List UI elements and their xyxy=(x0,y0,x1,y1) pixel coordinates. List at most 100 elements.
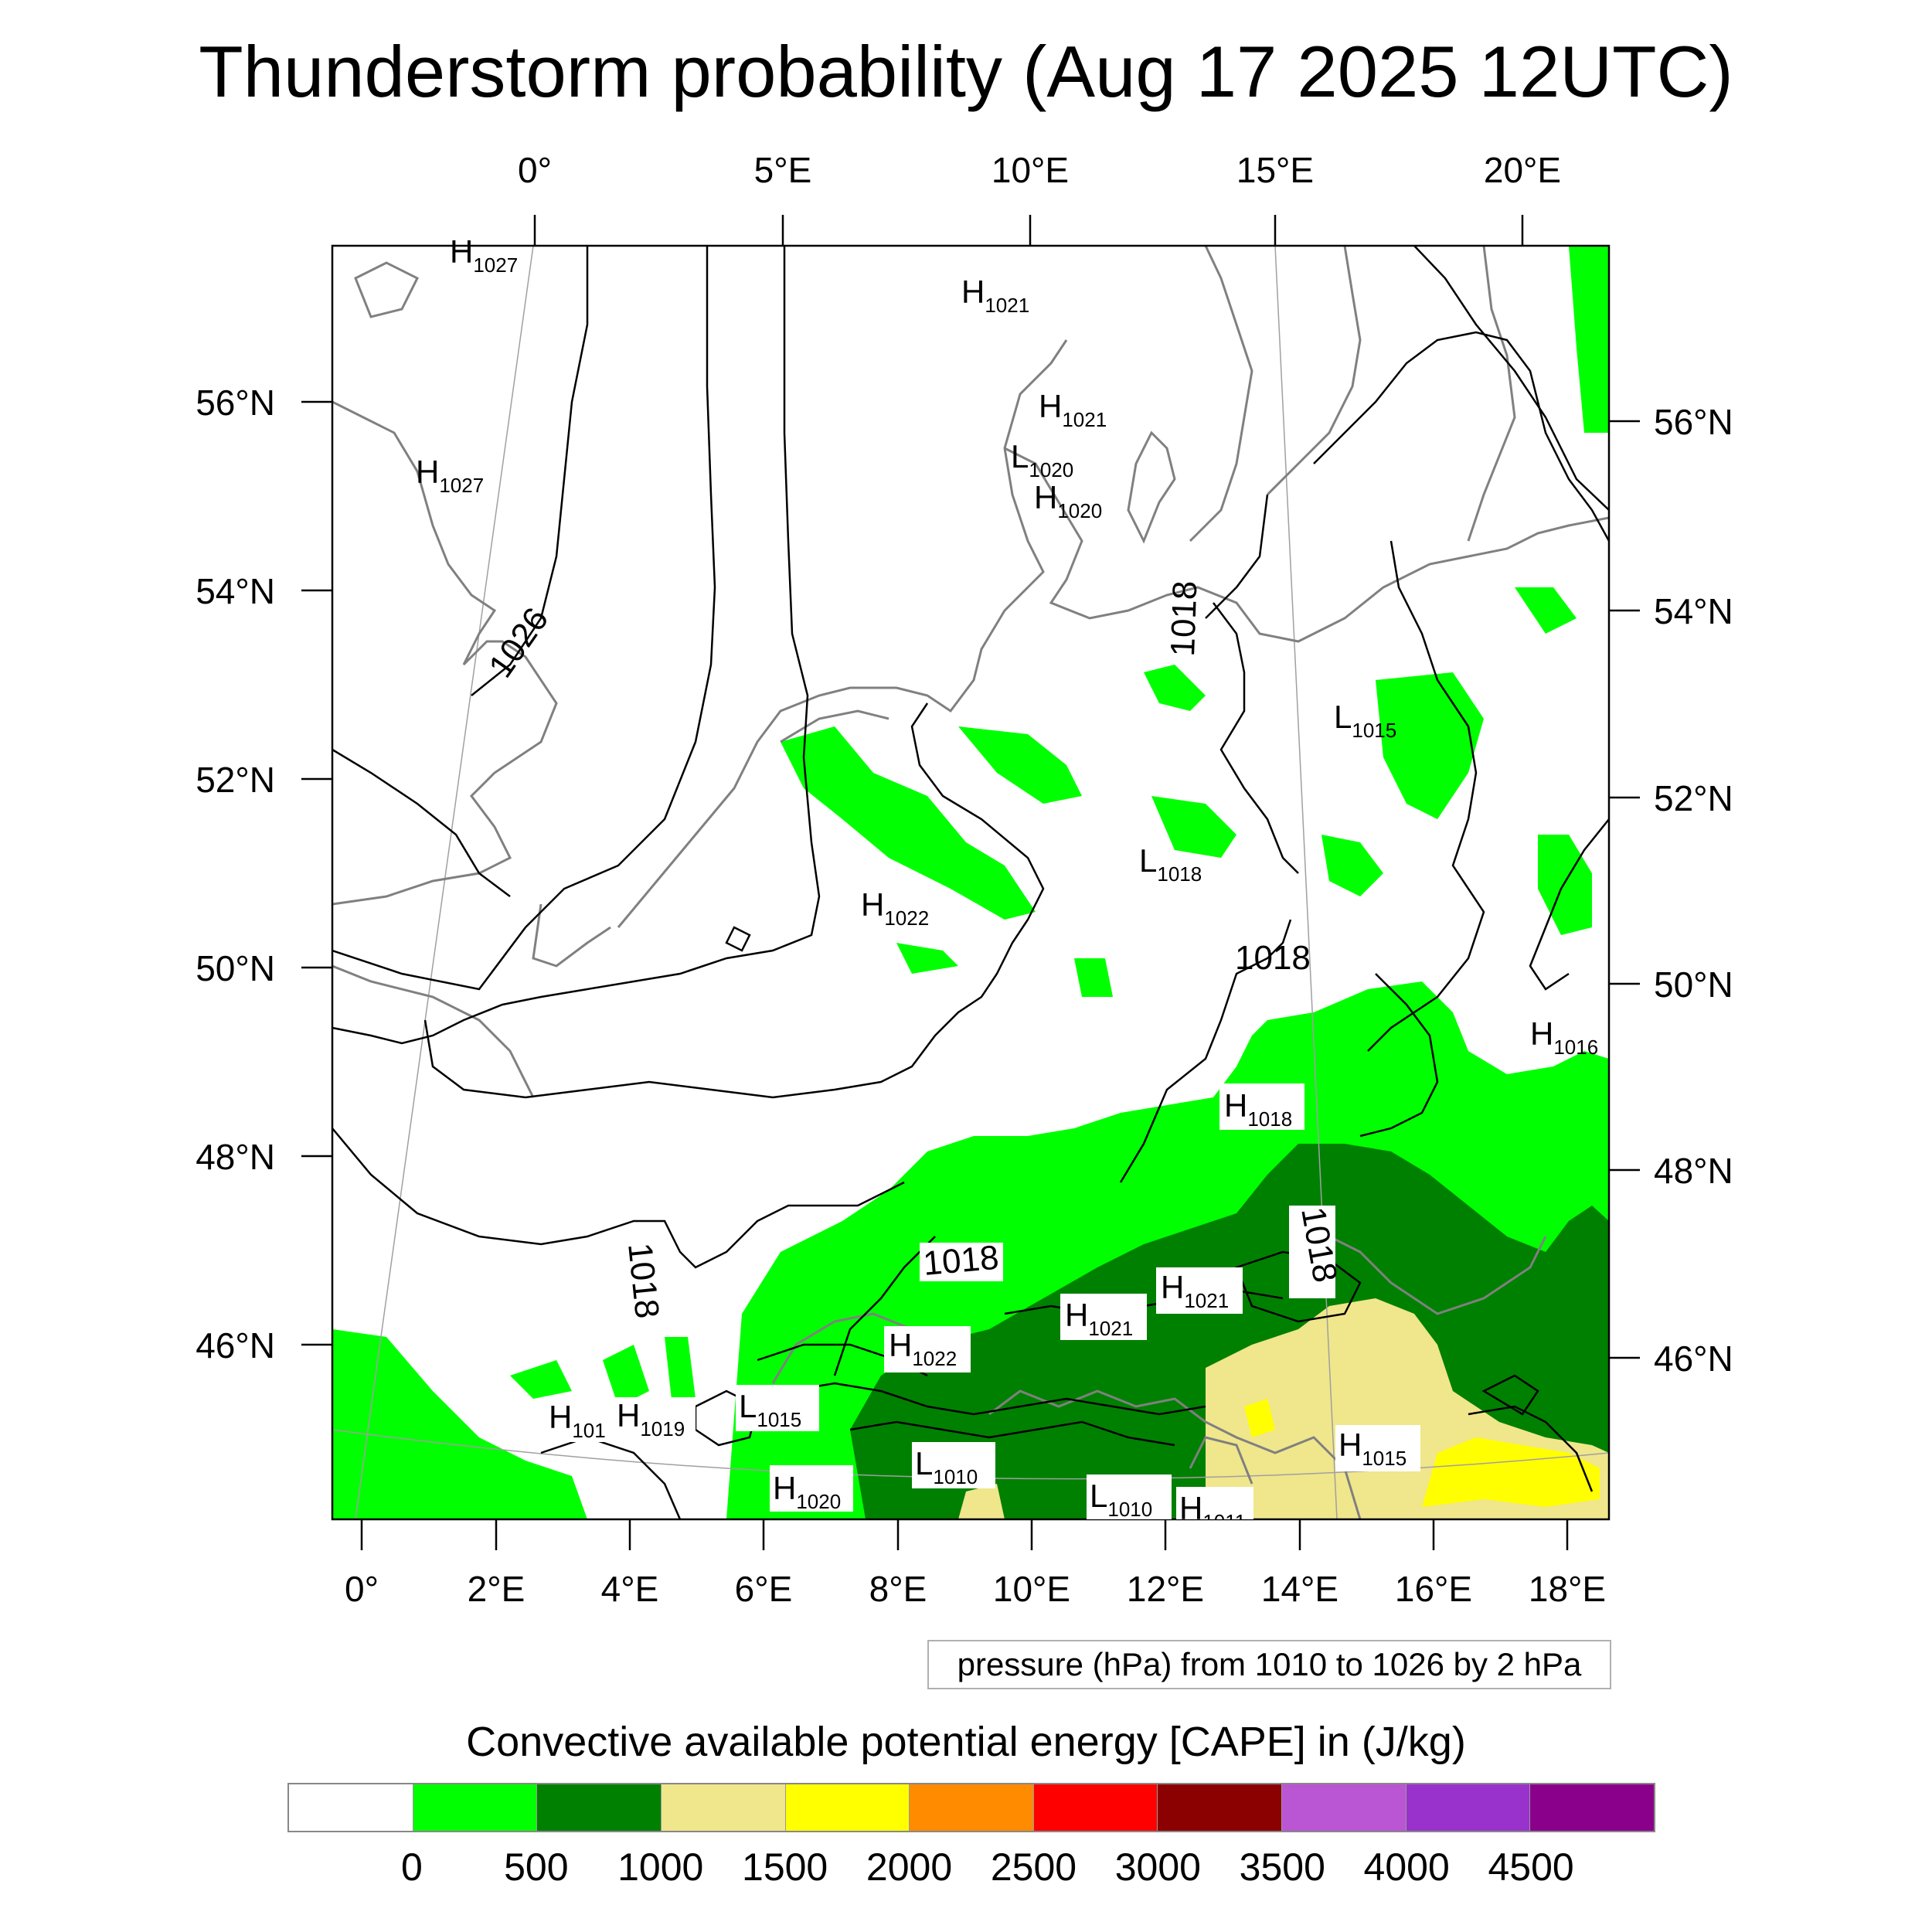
top-lon-labels: 0° 5°E 10°E 15°E 20°E xyxy=(518,150,1561,190)
cape-patch xyxy=(510,1360,572,1399)
colorbar-label: 1000 xyxy=(617,1845,704,1889)
tick-label: 0° xyxy=(345,1569,379,1609)
svg-text:H1015: H1015 xyxy=(1338,1427,1406,1470)
tick-label: 20°E xyxy=(1484,150,1561,190)
pressure-center-label: H1018 xyxy=(1219,1083,1304,1131)
colorbar-segment xyxy=(289,1784,413,1831)
svg-text:H101: H101 xyxy=(549,1399,606,1442)
cape-patch xyxy=(1144,665,1206,711)
svg-text:H1022: H1022 xyxy=(889,1327,957,1370)
coastlines xyxy=(332,246,1609,1519)
svg-text:L1020: L1020 xyxy=(1011,438,1073,481)
tick-label: 56°N xyxy=(196,383,275,423)
cape-area-1500-2000 xyxy=(1244,1399,1275,1437)
cape-patch xyxy=(1151,796,1236,858)
pressure-center-label: H1015 xyxy=(1335,1425,1420,1471)
contour-labels: 1026 1018 1018 1018 1018 1018 xyxy=(481,580,1344,1321)
tick-label: 18°E xyxy=(1529,1569,1606,1609)
tick-label: 46°N xyxy=(1654,1338,1733,1379)
cape-patch xyxy=(1376,672,1484,819)
colorbar-segment xyxy=(784,1784,910,1831)
colorbar-segment xyxy=(1032,1784,1158,1831)
pressure-center-label: H101 xyxy=(546,1397,615,1442)
cape-area-1500-2000 xyxy=(1422,1437,1600,1507)
pressure-center-label: H1020 xyxy=(1034,479,1102,522)
pressure-center-label: L1018 xyxy=(1139,842,1202,886)
tick-label: 50°N xyxy=(196,948,275,988)
right-lat-labels: 56°N 54°N 52°N 50°N 48°N 46°N xyxy=(1654,402,1733,1379)
colorbar-segment xyxy=(536,1784,661,1831)
svg-text:H1027: H1027 xyxy=(416,454,484,497)
colorbar-segment xyxy=(660,1784,785,1831)
colorbar xyxy=(287,1783,1655,1832)
contour-label: 1018 xyxy=(621,1241,666,1320)
svg-text:H1027: H1027 xyxy=(450,233,518,277)
svg-text:H1016: H1016 xyxy=(1530,1015,1598,1059)
colorbar-segment xyxy=(412,1784,537,1831)
pressure-centers: H1027 H1027 H1021 H1021 L1020 H1020 L101… xyxy=(416,233,1598,1533)
svg-text:H1011: H1011 xyxy=(1179,1490,1246,1533)
weather-map: 0° 5°E 10°E 15°E 20°E 0° 2°E 4°E 6°E 8°E… xyxy=(196,150,1733,1609)
pressure-note: pressure (hPa) from 1010 to 1026 by 2 hP… xyxy=(927,1640,1611,1689)
contour-label: 1018 xyxy=(922,1239,1001,1283)
svg-text:H1019: H1019 xyxy=(617,1397,685,1440)
cape-patch xyxy=(1321,835,1383,896)
colorbar-label: 4000 xyxy=(1363,1845,1450,1889)
cape-patch xyxy=(665,1337,696,1406)
pressure-center-label: H1021 xyxy=(1060,1294,1147,1340)
colorbar-label: 2500 xyxy=(990,1845,1077,1889)
colorbar-label: 4500 xyxy=(1488,1845,1574,1889)
tick-label: 16°E xyxy=(1395,1569,1472,1609)
colorbar-segment xyxy=(1281,1784,1406,1831)
cape-patch xyxy=(1569,246,1609,433)
colorbar-segment xyxy=(1157,1784,1282,1831)
cape-patch xyxy=(958,726,1082,804)
left-lat-labels: 56°N 54°N 52°N 50°N 48°N 46°N xyxy=(196,383,275,1366)
tick-label: 12°E xyxy=(1127,1569,1204,1609)
svg-text:L1010: L1010 xyxy=(915,1445,978,1488)
map-title: Thunderstorm probability (Aug 17 2025 12… xyxy=(199,31,1733,112)
pressure-center-label: H1022 xyxy=(884,1326,971,1372)
svg-text:H1022: H1022 xyxy=(861,886,929,930)
pressure-center-label: H1022 xyxy=(861,886,929,930)
svg-text:H1021: H1021 xyxy=(1065,1297,1133,1340)
cape-patch xyxy=(1074,958,1113,997)
contour-label: 1018 xyxy=(1164,580,1204,658)
tick-label: 54°N xyxy=(1654,591,1733,631)
pressure-center-label: L1015 xyxy=(736,1385,819,1431)
cape-patch xyxy=(781,726,1036,920)
svg-text:L1015: L1015 xyxy=(1334,699,1396,742)
svg-text:H1020: H1020 xyxy=(773,1470,841,1513)
cape-patch xyxy=(1515,587,1577,634)
pressure-center-label: L1015 xyxy=(1334,699,1396,742)
cape-patch xyxy=(896,943,958,974)
colorbar-label: 3000 xyxy=(1114,1845,1201,1889)
colorbar-label: 500 xyxy=(504,1845,569,1889)
pressure-center-label: L1010 xyxy=(912,1442,995,1488)
bottom-lon-labels: 0° 2°E 4°E 6°E 8°E 10°E 12°E 14°E 16°E 1… xyxy=(345,1569,1606,1609)
tick-label: 48°N xyxy=(196,1137,275,1177)
pressure-center-label: H1019 xyxy=(614,1397,696,1442)
svg-text:H1018: H1018 xyxy=(1224,1087,1292,1131)
tick-label: 46°N xyxy=(196,1325,275,1366)
tick-label: 48°N xyxy=(1654,1151,1733,1191)
pressure-center-label: H1027 xyxy=(450,233,518,277)
contour-label: 1018 xyxy=(1235,939,1311,977)
tick-label: 56°N xyxy=(1654,402,1733,442)
tick-label: 10°E xyxy=(993,1569,1070,1609)
pressure-center-label: H1016 xyxy=(1530,1015,1598,1059)
svg-text:H1021: H1021 xyxy=(1039,388,1107,431)
pressure-center-label: H1021 xyxy=(1156,1267,1243,1314)
tick-label: 5°E xyxy=(754,150,812,190)
svg-text:H1021: H1021 xyxy=(961,274,1029,317)
tick-label: 6°E xyxy=(735,1569,793,1609)
colorbar-label: 2000 xyxy=(866,1845,953,1889)
colorbar-segment xyxy=(909,1784,1033,1831)
svg-text:H1020: H1020 xyxy=(1034,479,1102,522)
tick-label: 52°N xyxy=(1654,778,1733,818)
pressure-center-label: L1020 xyxy=(1011,438,1073,481)
tick-label: 54°N xyxy=(196,571,275,611)
cape-area-1000-1500 xyxy=(958,1484,1005,1519)
map-frame xyxy=(331,244,1611,1521)
colorbar-segment xyxy=(1529,1784,1655,1831)
